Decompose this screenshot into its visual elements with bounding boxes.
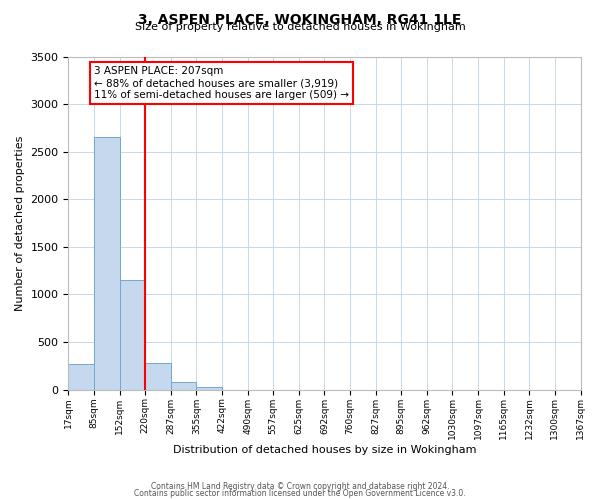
Text: Contains public sector information licensed under the Open Government Licence v3: Contains public sector information licen… <box>134 489 466 498</box>
Text: Size of property relative to detached houses in Wokingham: Size of property relative to detached ho… <box>134 22 466 32</box>
Bar <box>145 363 171 390</box>
Text: 3 ASPEN PLACE: 207sqm
← 88% of detached houses are smaller (3,919)
11% of semi-d: 3 ASPEN PLACE: 207sqm ← 88% of detached … <box>94 66 349 100</box>
Bar <box>119 280 145 390</box>
Bar <box>171 382 196 390</box>
Y-axis label: Number of detached properties: Number of detached properties <box>15 136 25 311</box>
Bar <box>68 364 94 390</box>
Text: 3, ASPEN PLACE, WOKINGHAM, RG41 1LE: 3, ASPEN PLACE, WOKINGHAM, RG41 1LE <box>139 12 461 26</box>
Text: Contains HM Land Registry data © Crown copyright and database right 2024.: Contains HM Land Registry data © Crown c… <box>151 482 449 491</box>
X-axis label: Distribution of detached houses by size in Wokingham: Distribution of detached houses by size … <box>173 445 476 455</box>
Bar <box>196 387 222 390</box>
Bar <box>94 138 119 390</box>
